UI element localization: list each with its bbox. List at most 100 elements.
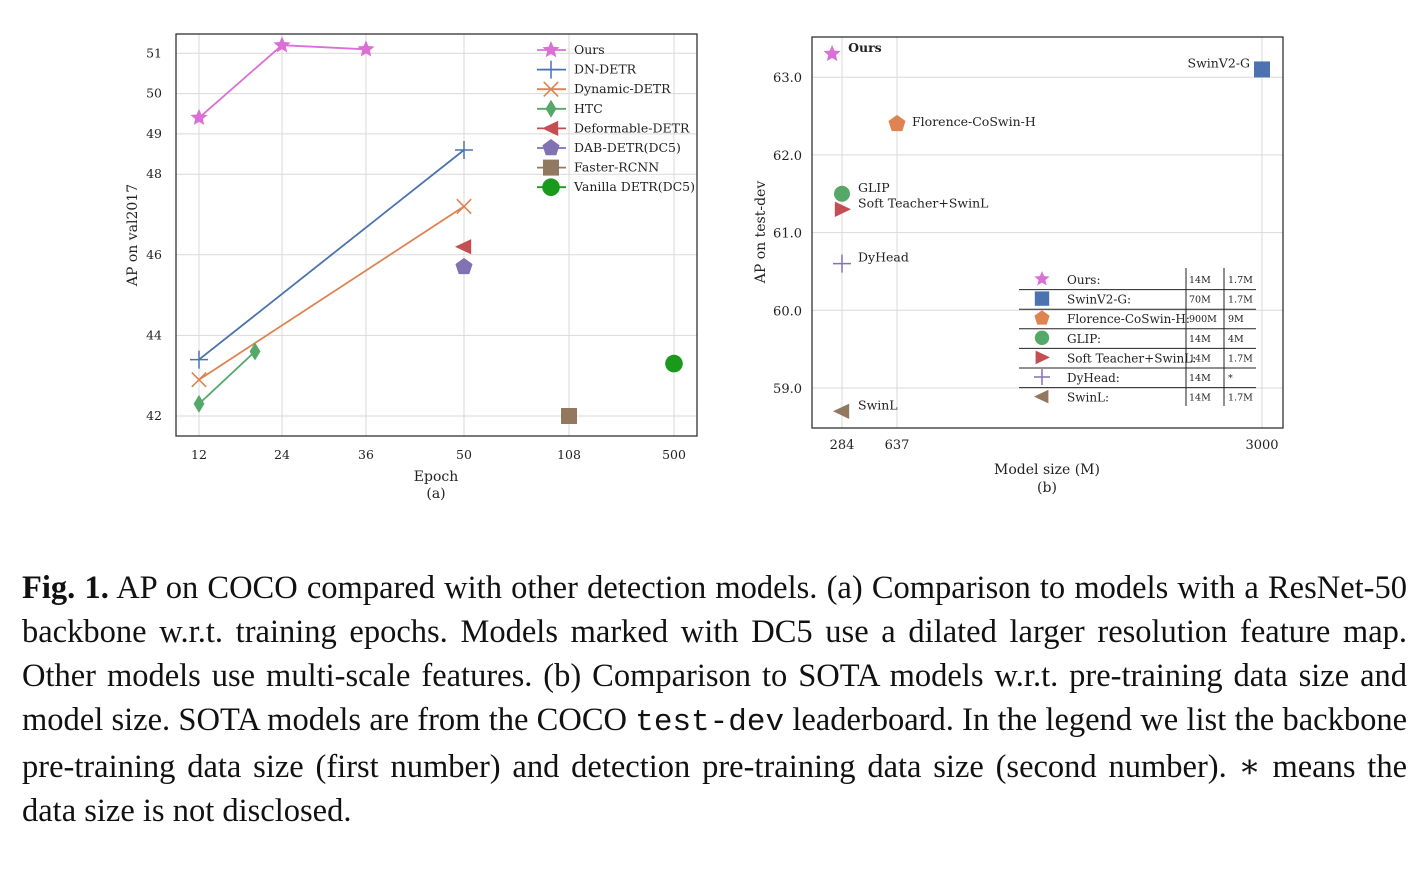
point-faster-rcnn-108 — [561, 408, 577, 424]
chart-b: 284 637 3000 59.0 60.0 61.0 62.0 63.0 Model size… — [753, 36, 1284, 496]
point-htc-20 — [249, 342, 261, 361]
legend-detection-swinl: 1.7M — [1228, 393, 1253, 404]
legend-label-dn-detr: DN-DETR — [574, 62, 637, 77]
legend-item-dn-detr: DN-DETR — [537, 60, 637, 79]
legend-detection-ours: 1.7M — [1228, 275, 1253, 286]
legend-item-faster-rcnn: Faster-RCNN — [537, 159, 659, 176]
y-tick-44: 44 — [146, 327, 162, 342]
legend-row-soft-teacher-swinl: Soft Teacher+SwinL:14M 1.7M — [1019, 350, 1256, 369]
legend-item-ours: Ours — [537, 41, 605, 58]
point-htc-12 — [193, 394, 205, 413]
legend-marker-ours — [542, 41, 560, 58]
y-tick-b-59-0: 59.0 — [773, 382, 802, 397]
sublabel-b: (b) — [1037, 480, 1057, 496]
legend-row-ours: Ours: 14M 1.7M — [1019, 271, 1256, 291]
x-axis-label-a: Epoch — [414, 469, 458, 485]
point-label-swinv2-g: SwinV2-G — [1188, 55, 1251, 70]
y-tick-b-63-0: 63.0 — [773, 71, 802, 86]
sublabel-a: (a) — [426, 486, 445, 502]
x-tick-b-637: 637 — [885, 438, 910, 453]
series-vanilla-detr-dc5 — [665, 354, 683, 373]
point-dn-detr-50 — [455, 141, 473, 160]
point-dn-detr-12 — [190, 350, 208, 369]
point-group-swinv2-g: SwinV2-G — [1188, 55, 1270, 78]
caption-mono: test-dev — [635, 705, 785, 740]
legend-label-dab-detr-dc5: DAB-DETR(DC5) — [574, 140, 681, 155]
legend-marker-florence-coswin-h — [1034, 310, 1050, 325]
series-dynamic-detr — [191, 198, 472, 388]
plot-frame-b — [811, 36, 1284, 429]
point-dynamic-detr-50 — [456, 198, 472, 215]
x-tick-50: 50 — [456, 447, 472, 462]
point-vanilla-detr-dc5-500 — [665, 354, 683, 373]
point-label-florence-coswin-h: Florence-CoSwin-H — [912, 114, 1036, 129]
legend-marker-dab-detr-dc5 — [542, 139, 560, 156]
series-htc — [193, 342, 261, 413]
legend-backbone-florence-coswin-h: 900M — [1189, 314, 1217, 325]
legend-label-htc: HTC — [574, 101, 603, 116]
y-tick-b-61-0: 61.0 — [773, 227, 802, 242]
x-tick-12: 12 — [191, 447, 207, 462]
legend-backbone-swinl: 14M — [1189, 393, 1211, 404]
x-axis-label-b: Model size (M) — [994, 462, 1100, 478]
legend-marker-soft-teacher-swinl — [1035, 350, 1050, 365]
point-group-dyhead: DyHead — [833, 250, 909, 273]
figure-caption: Fig. 1. AP on COCO compared with other d… — [22, 566, 1407, 833]
legend-item-dynamic-detr: Dynamic-DETR — [537, 81, 671, 97]
legend-detection-swinv2-g: 1.7M — [1228, 295, 1253, 306]
legend-detection-glip: 4M — [1228, 334, 1244, 345]
legend-detection-dyhead: * — [1228, 373, 1233, 384]
legend-marker-swinl — [1034, 389, 1049, 404]
legend-name-swinv2-g: SwinV2-G: — [1067, 293, 1131, 307]
legend-label-vanilla-detr-dc5: Vanilla DETR(DC5) — [573, 179, 695, 194]
legend-name-glip: GLIP: — [1067, 332, 1101, 346]
legend-label-dynamic-detr: Dynamic-DETR — [574, 81, 671, 96]
legend-row-florence-coswin-h: Florence-CoSwin-H: 900M 9M — [1019, 310, 1256, 330]
x-tick-b-3000: 3000 — [1245, 438, 1278, 453]
point-label-glip: GLIP — [858, 180, 890, 195]
legend-detection-soft-teacher-swinl: 1.7M — [1228, 353, 1253, 364]
legend-row-dyhead: DyHead: 14M * — [1019, 369, 1256, 389]
point-label-soft-teacher-swinl: Soft Teacher+SwinL — [858, 195, 988, 210]
y-tick-49: 49 — [146, 126, 162, 141]
y-tick-b-62-0: 62.0 — [773, 149, 802, 164]
point-label-dyhead: DyHead — [858, 250, 909, 265]
y-tick-42: 42 — [146, 408, 162, 423]
legend-item-htc: HTC — [537, 99, 603, 118]
point-group-glip: GLIP — [834, 180, 890, 202]
legend-marker-dyhead — [1034, 369, 1050, 385]
point-ours-36 — [357, 40, 375, 57]
caption-label: Fig. 1. — [22, 570, 109, 606]
point-label-swinl: SwinL — [858, 397, 898, 412]
legend-marker-dynamic-detr — [543, 81, 559, 97]
x-tick-108: 108 — [557, 447, 581, 462]
caption-text-2: leaderboard. In the legend we list the b… — [22, 702, 1407, 829]
legend-marker-vanilla-detr-dc5 — [542, 178, 560, 196]
x-tick-24: 24 — [274, 447, 290, 462]
x-tick-500: 500 — [662, 447, 686, 462]
series-ours — [190, 36, 375, 126]
point-deformable-detr-50 — [455, 239, 472, 255]
point-soft-teacher-swinl — [834, 201, 851, 217]
legend-item-deformable-detr: Deformable-DETR — [537, 120, 690, 137]
legend-detection-florence-coswin-h: 9M — [1228, 314, 1244, 325]
point-ours — [823, 44, 841, 62]
legend-backbone-soft-teacher-swinl: 14M — [1189, 353, 1211, 364]
legend-row-glip: GLIP: 14M 4M — [1019, 330, 1256, 349]
series-dn-detr — [190, 141, 473, 369]
legend-name-soft-teacher-swinl: Soft Teacher+SwinL: — [1067, 351, 1196, 365]
legend-marker-ours — [1034, 271, 1050, 286]
plot-frame-a — [175, 33, 698, 437]
y-tick-b-60-0: 60.0 — [773, 304, 802, 319]
point-ours-24 — [273, 36, 291, 53]
point-dyhead — [833, 254, 851, 273]
caption-text-1: AP on COCO compared with other detection… — [22, 570, 1407, 738]
point-dab-detr-dc5-50 — [455, 257, 473, 275]
legend-marker-swinv2-g — [1034, 291, 1050, 306]
point-label-ours: Ours — [848, 40, 882, 55]
legend-label-ours: Ours — [574, 42, 605, 57]
point-dynamic-detr-12 — [191, 371, 207, 388]
series-line-dynamic-detr — [198, 205, 465, 381]
point-swinl — [833, 403, 850, 419]
y-axis-label-b: AP on test-dev — [753, 181, 769, 285]
